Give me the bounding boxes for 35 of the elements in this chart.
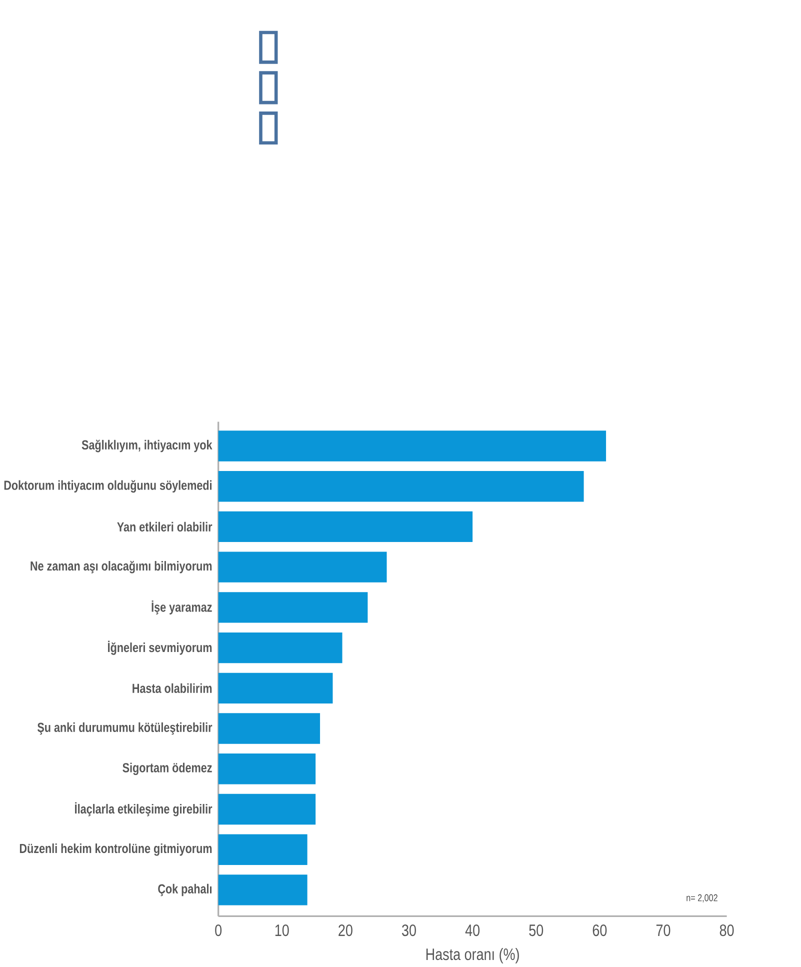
bar xyxy=(218,874,308,906)
bar xyxy=(218,632,342,664)
x-tick-label: 20 xyxy=(338,924,352,936)
bar xyxy=(218,794,316,825)
y-tick-label: Ne zaman aşı olacağımı bilmiyorum xyxy=(30,560,212,574)
x-tick-label: 70 xyxy=(656,924,670,936)
x-tick-label: 30 xyxy=(402,924,416,936)
x-tick-label: 0 xyxy=(215,924,222,936)
y-tick-label: Sağlıklıyım, ihtiyacım yok xyxy=(82,440,212,452)
bar xyxy=(218,672,333,704)
y-tick-label: Yan etkileri olabilir xyxy=(117,522,212,532)
x-tick-label: 40 xyxy=(465,924,480,936)
y-tick-label: Sigortam ödemez xyxy=(122,762,212,776)
y-tick-label: Doktorum ihtiyacım olduğunu söylemedi xyxy=(4,480,212,493)
bar xyxy=(218,552,387,582)
y-tick-label: Düzenli hekim kontrolüne gitmiyorum xyxy=(20,843,212,856)
x-tick-label: 50 xyxy=(529,924,544,936)
annotation: n= 2,002 xyxy=(686,894,718,902)
y-tick-label: Şu anki durumumu kötüleştirebilir xyxy=(37,722,212,735)
y-tick-label: Çok pahalı xyxy=(158,884,212,896)
y-tick-label: İğneleri sevmiyorum xyxy=(108,640,212,655)
x-tick-label: 60 xyxy=(592,924,607,936)
y-tick-label: İşe yaramaz xyxy=(152,600,212,614)
x-tick-label: 10 xyxy=(275,924,289,936)
x-tick-label: 80 xyxy=(720,924,734,936)
bar xyxy=(218,592,368,623)
bar xyxy=(218,471,584,502)
bar xyxy=(218,713,320,744)
bar xyxy=(218,754,316,784)
bar xyxy=(218,511,473,542)
y-tick-label: İlaçlarla etkileşime girebilir xyxy=(75,802,212,816)
y-tick-label: Hasta olabilirim xyxy=(132,683,212,693)
bar xyxy=(218,430,606,462)
bar xyxy=(218,834,308,865)
x-axis-title: Hasta oranı (%) xyxy=(426,948,519,964)
